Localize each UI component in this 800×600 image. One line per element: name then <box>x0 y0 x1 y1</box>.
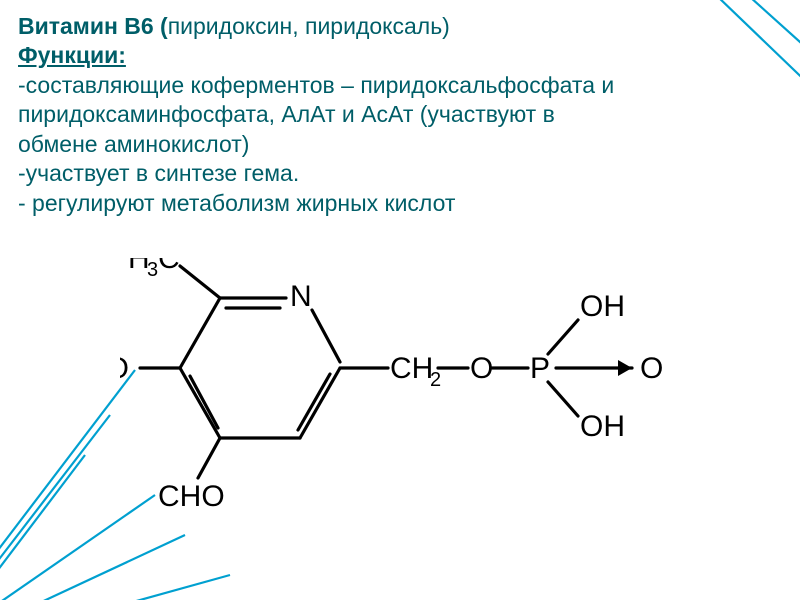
svg-text:OH: OH <box>580 410 625 443</box>
svg-text:2: 2 <box>430 369 441 391</box>
svg-text:O: O <box>470 352 493 385</box>
bullet-1a: -составляющие коферментов – пиридоксальф… <box>18 71 782 100</box>
svg-text:N: N <box>290 280 312 313</box>
info-text: Витамин В6 (пиридоксин, пиридоксаль) Фун… <box>18 12 782 218</box>
bullet-3: - регулируют метаболизм жирных кислот <box>18 189 782 218</box>
svg-text:P: P <box>530 352 550 385</box>
svg-text:3: 3 <box>147 259 158 281</box>
svg-text:HO: HO <box>120 352 129 385</box>
title-rest: пиридоксин, пиридоксаль) <box>168 13 450 39</box>
svg-text:OH: OH <box>580 290 625 323</box>
svg-text:O: O <box>640 352 663 385</box>
title-bold: Витамин В6 ( <box>18 13 168 39</box>
title-line: Витамин В6 (пиридоксин, пиридоксаль) <box>18 12 782 41</box>
svg-text:C: C <box>158 258 180 275</box>
chemical-structure: H 3 C N HO CHO CH 2 O P OH OH O <box>120 258 680 518</box>
bullet-1c: обмене аминокислот) <box>18 130 782 159</box>
bullet-1b: пиридоксаминфосфата, АлАт и АсАт (участв… <box>18 100 782 129</box>
svg-text:CHO: CHO <box>158 480 225 513</box>
functions-label: Функции: <box>18 41 782 70</box>
svg-text:CH: CH <box>390 352 433 385</box>
bullet-2: -участвует в синтезе гема. <box>18 159 782 188</box>
